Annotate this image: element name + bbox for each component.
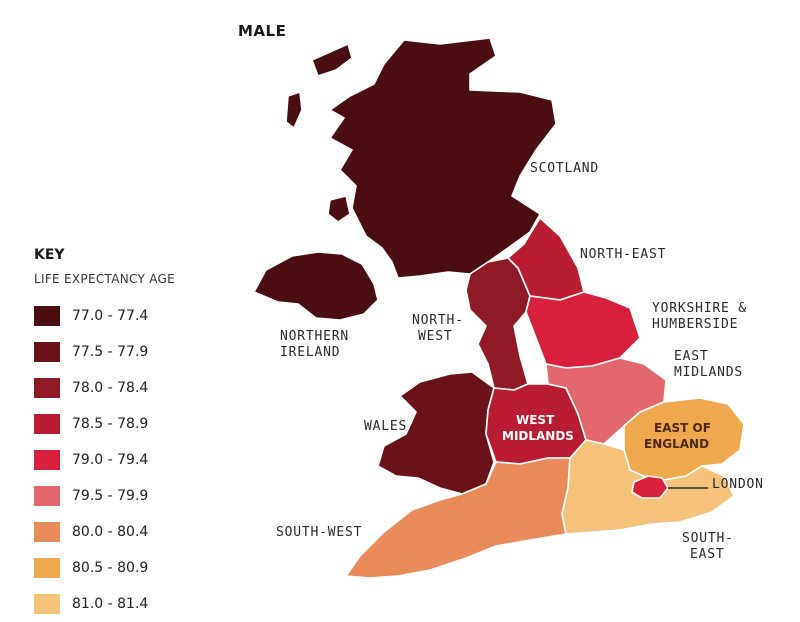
legend-swatch bbox=[34, 306, 60, 326]
region-northern-ireland bbox=[253, 251, 379, 321]
region-scotland-islands bbox=[311, 43, 353, 77]
label-north-west-1: NORTH- bbox=[412, 313, 464, 328]
label-scotland: SCOTLAND bbox=[530, 161, 599, 176]
legend-item: 78.5 - 78.9 bbox=[34, 406, 148, 442]
label-south-east-1: SOUTH- bbox=[682, 531, 734, 546]
legend-label: 78.0 - 78.4 bbox=[72, 380, 149, 396]
legend: 77.0 - 77.4 77.5 - 77.9 78.0 - 78.4 78.5 - … bbox=[34, 298, 148, 622]
region-scotland-islands-south bbox=[327, 195, 351, 223]
legend-swatch bbox=[34, 486, 60, 506]
key-title: KEY bbox=[34, 247, 65, 263]
legend-item: 80.5 - 80.9 bbox=[34, 550, 148, 586]
key-subtitle: LIFE EXPECTANCY AGE bbox=[34, 272, 175, 286]
map-title: MALE bbox=[238, 22, 287, 40]
legend-label: 78.5 - 78.9 bbox=[72, 416, 149, 432]
region-yorkshire-humberside bbox=[525, 291, 641, 369]
region-london bbox=[631, 475, 669, 499]
map-canvas: MALE KEY LIFE EXPECTANCY AGE 77.0 - 77.4… bbox=[34, 22, 764, 614]
uk-map: SCOTLAND NORTHERN IRELAND NORTH-EAST NOR… bbox=[253, 37, 764, 579]
legend-item: 79.0 - 79.4 bbox=[34, 442, 148, 478]
label-north-east: NORTH-EAST bbox=[580, 247, 666, 262]
label-northern-ireland-2: IRELAND bbox=[280, 345, 340, 360]
label-east-midlands-1: EAST bbox=[674, 349, 709, 364]
legend-label: 80.5 - 80.9 bbox=[72, 560, 149, 576]
legend-item: 77.0 - 77.4 bbox=[34, 298, 148, 334]
label-wales: WALES bbox=[364, 419, 407, 434]
legend-swatch bbox=[34, 342, 60, 362]
legend-label: 77.0 - 77.4 bbox=[72, 308, 149, 324]
label-west-midlands-1: WEST bbox=[516, 413, 555, 427]
label-yorkshire-2: HUMBERSIDE bbox=[652, 317, 738, 332]
legend-swatch bbox=[34, 414, 60, 434]
label-yorkshire-1: YORKSHIRE & bbox=[652, 301, 747, 316]
region-scotland-islands-west bbox=[285, 91, 303, 129]
label-northern-ireland-1: NORTHERN bbox=[280, 329, 349, 344]
label-east-of-england-1: EAST OF bbox=[654, 421, 711, 435]
region-wales bbox=[377, 371, 495, 495]
legend-swatch bbox=[34, 558, 60, 578]
label-south-west: SOUTH-WEST bbox=[276, 525, 362, 540]
label-west-midlands-2: MIDLANDS bbox=[502, 429, 574, 443]
label-london: LONDON bbox=[712, 477, 764, 492]
region-north-west bbox=[465, 257, 531, 391]
label-south-east-2: EAST bbox=[690, 547, 725, 562]
label-east-midlands-2: MIDLANDS bbox=[674, 365, 743, 380]
legend-item: 77.5 - 77.9 bbox=[34, 334, 148, 370]
legend-label: 80.0 - 80.4 bbox=[72, 524, 149, 540]
legend-label: 79.0 - 79.4 bbox=[72, 452, 149, 468]
legend-swatch bbox=[34, 450, 60, 470]
label-north-west-2: WEST bbox=[418, 329, 453, 344]
legend-item: 80.0 - 80.4 bbox=[34, 514, 148, 550]
legend-item: 79.5 - 79.9 bbox=[34, 478, 148, 514]
region-scotland bbox=[329, 37, 557, 279]
legend-label: 79.5 - 79.9 bbox=[72, 488, 149, 504]
legend-swatch bbox=[34, 378, 60, 398]
label-east-of-england-2: ENGLAND bbox=[644, 437, 709, 451]
legend-swatch bbox=[34, 522, 60, 542]
legend-label: 77.5 - 77.9 bbox=[72, 344, 149, 360]
region-north-east bbox=[507, 217, 585, 301]
legend-item: 78.0 - 78.4 bbox=[34, 370, 148, 406]
